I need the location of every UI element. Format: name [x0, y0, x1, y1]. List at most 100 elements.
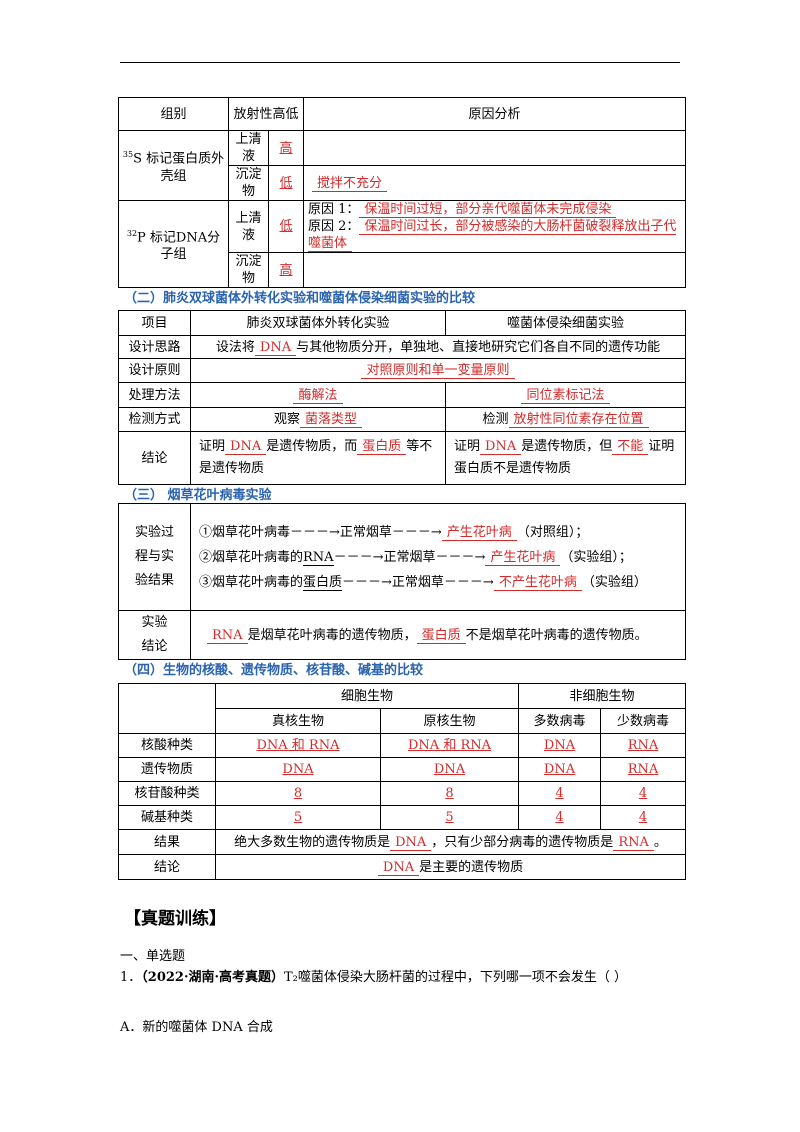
row-label: 核苷酸种类 [118, 781, 216, 806]
cell: RNA 是烟草花叶病毒的遗传物质， 蛋白质 不是烟草花叶病毒的遗传物质。 [190, 610, 686, 660]
text: 是烟草花叶病毒的遗传物质， [247, 627, 417, 643]
reason-line: 搅拌不充分 [312, 175, 682, 192]
text: 原因 2： [308, 219, 360, 234]
cell: 酶解法 [190, 382, 446, 408]
text: 是遗传物质，但 [521, 439, 613, 454]
answer-blank: 菌落类型 [300, 412, 363, 428]
text: 是遗传物质，而 [266, 439, 358, 454]
answer-blank: DNA [543, 762, 576, 777]
text: 设法将 [215, 339, 255, 355]
answer-blank: 搅拌不充分 [312, 175, 388, 192]
answer-blank: RNA [613, 834, 654, 851]
cell: DNA [215, 757, 381, 782]
table-compare: 项目 肺炎双球菌体外转化实验 噬菌体侵染细菌实验 设计思路 设法将 DNA 与其他物质分开… [118, 310, 686, 485]
text: 。 [653, 834, 667, 850]
text: 等不是遗传物质 [199, 439, 433, 476]
answer-blank: DNA [254, 339, 297, 356]
answer-blank: 低 [279, 175, 293, 191]
group-label: S 标记蛋白质外壳组 [133, 151, 225, 184]
section-heading: （二）肺炎双球菌体外转化实验和噬菌体侵染细菌实验的比较 [124, 291, 476, 306]
answer-blank: 对照原则和单一变量原则 [361, 363, 515, 379]
text: ③烟草花叶病毒的 [199, 574, 304, 590]
answer-blank: 4 [555, 786, 564, 801]
answer-blank: DNA 和 RNA [408, 738, 492, 753]
th: 多数病毒 [518, 708, 602, 734]
group-label: P 标记DNA分子组 [137, 230, 221, 263]
answer-blank: 保温时间过短，部分亲代噬菌体未完成侵染 [359, 202, 617, 218]
text: 证明蛋白质不是遗传物质 [454, 439, 675, 476]
row: 核苷酸种类 8 8 4 4 [118, 781, 686, 806]
cell: DNA [518, 757, 602, 782]
cell: 5 [379, 805, 520, 830]
text: 观察 [273, 412, 300, 427]
practice-title: 【真题训练】 [124, 909, 226, 929]
answer-blank: DNA [480, 439, 522, 455]
text: 绝大多数生物的遗传物质是 [234, 834, 391, 850]
cell: 绝大多数生物的遗传物质是 DNA ，只有少部分病毒的遗传物质是 RNA。 [215, 829, 686, 855]
cell: 8 [215, 781, 381, 806]
question-source: （2022·湖南·高考真题） [141, 970, 285, 985]
row-label: 设计思路 [118, 335, 191, 359]
row-label: 设计原则 [118, 358, 191, 383]
row: 遗传物质 DNA DNA DNA RNA [118, 757, 686, 782]
cell: 4 [518, 781, 602, 806]
text: 是主要的遗传物质 [419, 859, 524, 875]
th: 组别 [118, 97, 229, 131]
cell: 8 [379, 781, 520, 806]
cell: DNA [518, 733, 602, 758]
row-label: 结论 [118, 431, 191, 485]
section-heading: （三） 烟草花叶病毒实验 [124, 488, 272, 503]
cell: 检测 放射性同位素存在位置 [445, 407, 686, 432]
row-label: 碱基种类 [118, 805, 216, 830]
cell: 4 [600, 781, 686, 806]
answer-blank: 不产生花叶病 [493, 574, 582, 591]
cell: 证明 DNA 是遗传物质，而 蛋白质 等不是遗传物质 [190, 431, 446, 485]
text: 原因 1： [308, 202, 360, 217]
answer-blank: DNA [433, 762, 466, 777]
group: 35S 标记蛋白质外壳组 [118, 130, 229, 201]
th: 放射性高低 [227, 97, 305, 131]
level: 高 [267, 252, 305, 288]
row-label: 结果 [118, 829, 216, 855]
row-label: 检测方式 [118, 407, 191, 432]
answer-blank: 4 [638, 786, 648, 801]
cell: 同位素标记法 [445, 382, 686, 408]
answer-blank: 8 [293, 786, 303, 801]
table-isotope: 组别 放射性高低 原因分析 35S 标记蛋白质外壳组 上清液 高 沉淀物 低 搅… [118, 97, 686, 288]
group: 32P 标记DNA分子组 [118, 200, 229, 288]
answer-blank: RNA [207, 627, 248, 644]
text: －－－→正常烟草－－－→ [342, 574, 494, 590]
row: 结果 绝大多数生物的遗传物质是 DNA ，只有少部分病毒的遗传物质是 RNA。 [118, 829, 686, 855]
th: 项目 [118, 310, 191, 336]
reason-line: 原因 2： 保温时间过长，部分被感染的大肠杆菌破裂释放出子代噬菌体 [308, 218, 682, 252]
cell: ①烟草花叶病毒－－－→正常烟草－－－→ 产生花叶病 （对照组）； ②烟草花叶病毒的RN… [190, 503, 686, 611]
question: 1．（2022·湖南·高考真题）T₂噬菌体侵染大肠杆菌的过程中，下列哪一项不会发… [120, 966, 690, 990]
text: 不是烟草花叶病毒的遗传物质。 [465, 627, 648, 643]
answer-blank: RNA [627, 738, 659, 753]
th: 肺炎双球菌体外转化实验 [190, 310, 446, 336]
cell: 设法将 DNA 与其他物质分开，单独地、直接地研究它们各自不同的遗传功能 [190, 335, 686, 359]
option: A．新的噬菌体 DNA 合成 [120, 1020, 273, 1035]
practice-section: 一、单选题 [120, 949, 186, 964]
text: 检测 [482, 412, 509, 427]
answer-blank: 保温时间过长，部分被感染的大肠杆菌破裂释放出子代噬菌体 [308, 219, 677, 252]
th: 少数病毒 [600, 708, 686, 734]
cell: DNA [379, 757, 520, 782]
answer-blank: 产生花叶病 [441, 524, 517, 541]
fraction: 上清液 [228, 130, 269, 166]
cell: RNA [600, 733, 686, 758]
cell: 观察 菌落类型 [190, 407, 446, 432]
answer-blank: 8 [445, 786, 454, 801]
text: 证明 [199, 439, 226, 454]
fraction: 沉淀物 [228, 252, 269, 288]
answer-blank: 5 [445, 810, 454, 825]
th: 原核生物 [379, 708, 520, 734]
level: 低 [267, 200, 305, 253]
cell: DNA 和 RNA [215, 733, 381, 758]
answer-blank: 蛋白质 [416, 627, 466, 644]
text: ，只有少部分病毒的遗传物质是 [431, 834, 614, 850]
process-line: ③烟草花叶病毒的蛋白质－－－→正常烟草－－－→ 不产生花叶病 （实验组） [199, 570, 682, 595]
reason-line: 原因 1： 保温时间过短，部分亲代噬菌体未完成侵染 [308, 201, 682, 218]
text: 与其他物质分开，单独地、直接地研究它们各自不同的遗传功能 [296, 339, 661, 355]
row-label: 遗传物质 [118, 757, 216, 782]
